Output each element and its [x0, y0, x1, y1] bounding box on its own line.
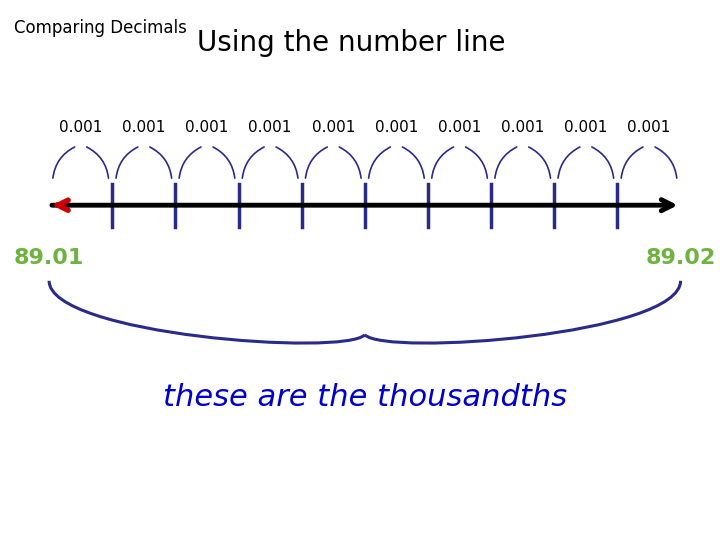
- Text: 0.001: 0.001: [122, 120, 166, 135]
- Text: 0.001: 0.001: [59, 120, 102, 135]
- Text: Using the number line: Using the number line: [197, 29, 505, 57]
- Text: 0.001: 0.001: [248, 120, 292, 135]
- Text: these are the thousandths: these are the thousandths: [163, 383, 567, 413]
- Text: 0.001: 0.001: [627, 120, 671, 135]
- Text: 89.02: 89.02: [645, 248, 716, 268]
- Text: 0.001: 0.001: [501, 120, 544, 135]
- Text: 89.01: 89.01: [14, 248, 84, 268]
- Text: 0.001: 0.001: [374, 120, 418, 135]
- Text: 0.001: 0.001: [438, 120, 481, 135]
- Text: 0.001: 0.001: [312, 120, 355, 135]
- Text: 0.001: 0.001: [185, 120, 229, 135]
- Text: 0.001: 0.001: [564, 120, 608, 135]
- Text: Comparing Decimals: Comparing Decimals: [14, 19, 187, 37]
